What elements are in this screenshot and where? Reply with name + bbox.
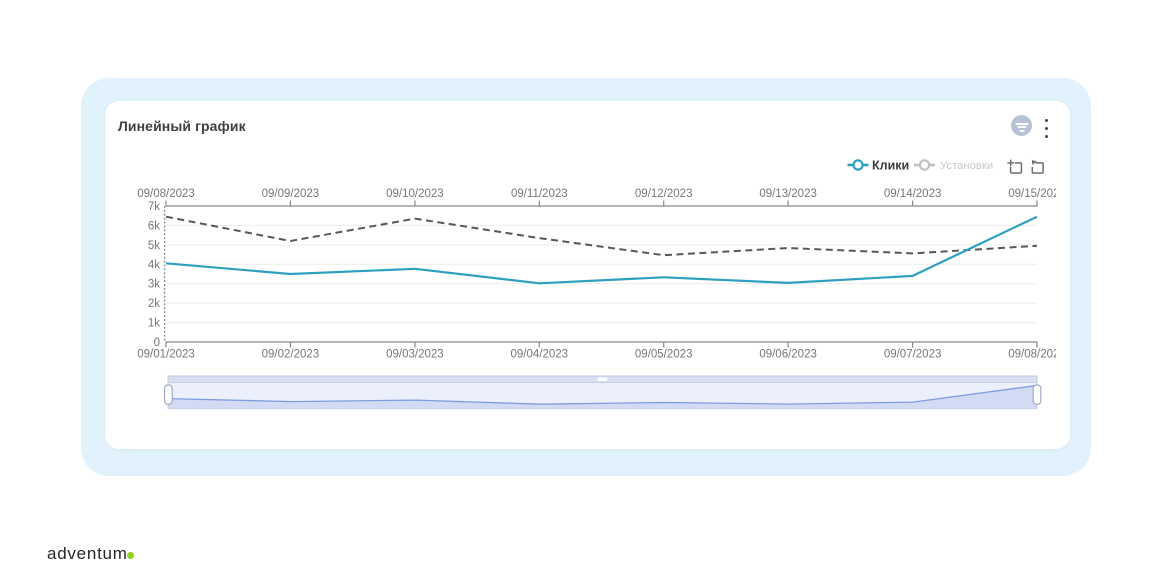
svg-text:09/02/2023: 09/02/2023 bbox=[262, 349, 320, 361]
svg-text:09/05/2023: 09/05/2023 bbox=[635, 349, 693, 361]
svg-text:Клики: Клики bbox=[872, 158, 909, 172]
svg-text:09/08/2023: 09/08/2023 bbox=[137, 188, 195, 200]
svg-text:09/15/2023: 09/15/2023 bbox=[1008, 188, 1066, 200]
svg-text:09/10/2023: 09/10/2023 bbox=[386, 188, 444, 200]
svg-text:09/01/2023: 09/01/2023 bbox=[137, 349, 195, 361]
svg-text:09/03/2023: 09/03/2023 bbox=[386, 349, 444, 361]
svg-text:1k: 1k bbox=[148, 318, 160, 330]
svg-text:09/12/2023: 09/12/2023 bbox=[635, 188, 693, 200]
svg-text:3k: 3k bbox=[148, 279, 160, 291]
svg-text:09/07/2023: 09/07/2023 bbox=[884, 349, 942, 361]
svg-text:Установки: Установки bbox=[940, 160, 993, 172]
svg-text:6k: 6k bbox=[148, 220, 160, 232]
svg-text:09/06/2023: 09/06/2023 bbox=[759, 349, 817, 361]
svg-text:09/09/2023: 09/09/2023 bbox=[262, 188, 320, 200]
svg-text:09/14/2023: 09/14/2023 bbox=[884, 188, 942, 200]
svg-text:7k: 7k bbox=[148, 201, 160, 213]
svg-text:2k: 2k bbox=[148, 298, 160, 310]
svg-text:0: 0 bbox=[154, 337, 160, 349]
svg-text:09/08/2023: 09/08/2023 bbox=[1008, 349, 1066, 361]
svg-text:09/04/2023: 09/04/2023 bbox=[511, 349, 569, 361]
svg-text:09/13/2023: 09/13/2023 bbox=[759, 188, 817, 200]
svg-text:09/11/2023: 09/11/2023 bbox=[511, 188, 568, 200]
svg-text:4k: 4k bbox=[148, 259, 160, 271]
svg-text:5k: 5k bbox=[148, 240, 160, 252]
